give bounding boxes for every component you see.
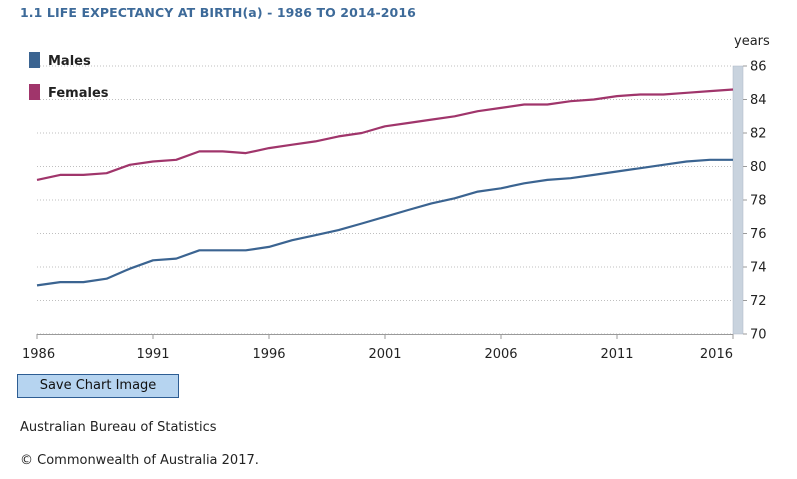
legend: Males Females bbox=[29, 52, 109, 101]
copyright-text: © Commonwealth of Australia 2017. bbox=[20, 453, 259, 468]
y-tick-label: 86 bbox=[750, 60, 767, 75]
legend-label-males: Males bbox=[48, 54, 91, 69]
legend-swatch-males bbox=[29, 52, 40, 68]
y-tick-label: 78 bbox=[750, 194, 767, 209]
x-tick-label: 1986 bbox=[22, 347, 55, 362]
series-lines bbox=[36, 88, 734, 287]
x-axis-ticks: 1986 1991 1996 2001 2006 2011 2016 bbox=[22, 334, 734, 362]
chart-title: 1.1 LIFE EXPECTANCY AT BIRTH(a) - 1986 T… bbox=[20, 5, 416, 20]
x-tick-label: 1991 bbox=[136, 347, 169, 362]
y-tick-label: 70 bbox=[750, 328, 767, 343]
legend-swatch-females bbox=[29, 84, 40, 100]
y-axis-label: years bbox=[734, 34, 770, 49]
y-tick-label: 76 bbox=[750, 227, 767, 242]
gridlines bbox=[37, 65, 733, 335]
x-tick-label: 2016 bbox=[700, 347, 733, 362]
legend-label-females: Females bbox=[48, 86, 109, 101]
y-tick-label: 82 bbox=[750, 127, 767, 142]
y-axis-ticks: 70 72 74 76 78 80 82 84 86 bbox=[743, 60, 767, 343]
x-tick-label: 2011 bbox=[600, 347, 633, 362]
save-chart-image-button[interactable]: Save Chart Image bbox=[17, 374, 179, 398]
y-tick-label: 80 bbox=[750, 160, 767, 175]
y-tick-label: 84 bbox=[750, 93, 767, 108]
line-chart: 70 72 74 76 78 80 82 84 86 1986 1991 1996 2001 2006 2… bbox=[22, 34, 770, 362]
x-tick-label: 2006 bbox=[484, 347, 517, 362]
x-tick-label: 2001 bbox=[368, 347, 401, 362]
y-tick-label: 74 bbox=[750, 261, 767, 276]
y-tick-label: 72 bbox=[750, 294, 767, 309]
x-tick-label: 1996 bbox=[252, 347, 285, 362]
source-text: Australian Bureau of Statistics bbox=[20, 420, 217, 435]
y-axis-scroll-strip bbox=[732, 65, 744, 335]
